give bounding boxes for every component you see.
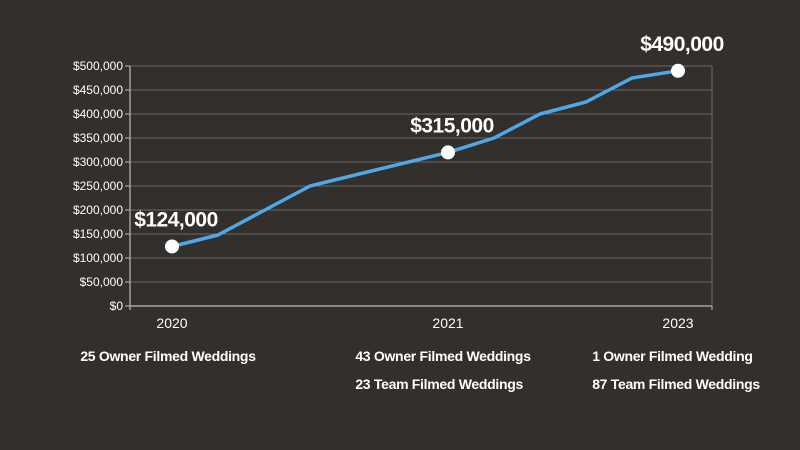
y-tick-label: $500,000 xyxy=(73,59,123,73)
caption-2023-line-2: 87 Team Filmed Weddings xyxy=(592,376,760,392)
highlight-markers xyxy=(165,63,685,254)
caption-2021-line-2: 23 Team Filmed Weddings xyxy=(355,376,523,392)
x-axis-tick-labels: 2020 2021 2023 xyxy=(156,315,693,331)
x-tick-label: 2021 xyxy=(432,315,463,331)
caption-2021-line-1: 43 Owner Filmed Weddings xyxy=(355,348,531,364)
highlight-value-label: $315,000 xyxy=(410,114,494,137)
x-tick-label: 2023 xyxy=(662,315,693,331)
y-tick-label: $350,000 xyxy=(73,131,123,145)
y-tick-label: $0 xyxy=(110,299,124,313)
highlight-value-label: $490,000 xyxy=(640,33,724,56)
caption-2020-line-1: 25 Owner Filmed Weddings xyxy=(80,348,256,364)
series-line xyxy=(170,69,680,249)
highlight-point xyxy=(671,63,685,78)
highlight-value-label: $124,000 xyxy=(134,208,218,231)
y-tick-label: $300,000 xyxy=(73,155,123,169)
x-tick-label: 2020 xyxy=(156,315,187,331)
caption-2023-line-1: 1 Owner Filmed Wedding xyxy=(592,348,753,364)
y-tick-label: $250,000 xyxy=(73,179,123,193)
series-revenue xyxy=(170,69,680,249)
y-tick-label: $50,000 xyxy=(80,275,124,289)
y-tick-label: $150,000 xyxy=(73,227,123,241)
axes xyxy=(125,65,713,310)
y-tick-label: $450,000 xyxy=(73,83,123,97)
y-tick-label: $400,000 xyxy=(73,107,123,121)
y-axis-tick-labels: $0 $50,000 $100,000 $150,000 $200,000 $250,00… xyxy=(73,59,123,313)
caption-2020: 25 Owner Filmed Weddings xyxy=(80,348,256,364)
highlight-labels: $124,000 $315,000 $490,000 xyxy=(134,33,724,232)
highlight-point xyxy=(441,145,455,160)
y-tick-label: $200,000 xyxy=(73,203,123,217)
gridlines xyxy=(130,65,713,306)
y-tick-label: $100,000 xyxy=(73,251,123,265)
highlight-point xyxy=(165,239,179,254)
caption-2023: 1 Owner Filmed Wedding 87 Team Filmed We… xyxy=(592,348,760,392)
caption-2021: 43 Owner Filmed Weddings 23 Team Filmed … xyxy=(355,348,531,392)
